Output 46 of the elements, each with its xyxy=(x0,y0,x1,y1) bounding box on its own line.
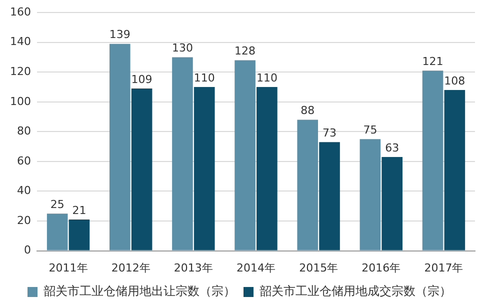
bar xyxy=(194,87,215,250)
data-label: 110 xyxy=(256,71,278,84)
x-tick-label: 2014年 xyxy=(236,261,276,274)
y-tick-label: 60 xyxy=(16,154,31,168)
bar xyxy=(234,60,256,250)
bar xyxy=(444,90,466,250)
data-label: 88 xyxy=(300,104,315,118)
data-label: 25 xyxy=(50,198,64,211)
x-tick-label: 2016年 xyxy=(362,261,401,274)
x-tick-label: 2013年 xyxy=(174,261,213,274)
x-tick-label: 2015年 xyxy=(299,261,338,274)
data-label: 110 xyxy=(194,71,215,84)
bar xyxy=(172,57,193,250)
y-tick-label: 120 xyxy=(10,65,31,78)
bar xyxy=(46,214,68,250)
x-tick-label: 2012年 xyxy=(111,261,150,274)
x-tick-label: 2011年 xyxy=(48,261,88,274)
data-label: 128 xyxy=(234,44,256,58)
x-tick-label: 2017年 xyxy=(424,261,464,274)
data-label: 21 xyxy=(72,204,86,217)
data-label: 108 xyxy=(444,74,466,88)
data-label: 73 xyxy=(322,126,337,140)
y-tick-label: 20 xyxy=(16,214,31,227)
bar xyxy=(422,70,444,250)
data-label: 109 xyxy=(131,72,152,86)
bar xyxy=(382,157,402,250)
data-label: 139 xyxy=(109,28,130,42)
data-label: 130 xyxy=(172,42,193,55)
bar xyxy=(319,142,340,250)
legend-label: 韶关市工业仓储用地成交宗数（宗） xyxy=(260,284,452,298)
data-label: 121 xyxy=(422,55,444,68)
bar xyxy=(131,88,152,250)
data-label: 63 xyxy=(385,141,400,154)
legend-label: 韶关市工业仓储用地出让宗数（宗） xyxy=(44,284,236,298)
y-tick-label: 40 xyxy=(16,184,31,198)
bar xyxy=(110,44,130,250)
y-tick-label: 100 xyxy=(10,94,31,108)
y-tick-label: 160 xyxy=(10,5,31,18)
bar xyxy=(68,220,90,250)
bar xyxy=(360,139,381,250)
y-tick-label: 140 xyxy=(10,35,31,48)
y-tick-label: 80 xyxy=(16,124,31,138)
bar xyxy=(256,87,278,250)
y-tick-label: 0 xyxy=(24,244,31,257)
bar xyxy=(297,120,318,250)
data-label: 75 xyxy=(363,124,378,137)
